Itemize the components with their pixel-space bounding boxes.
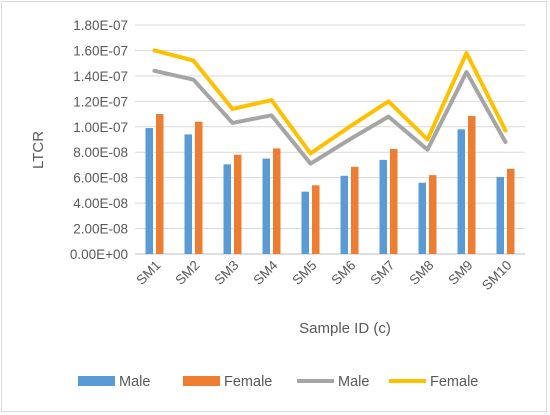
bar-female-sm2 <box>195 121 203 254</box>
line-female-ffc000 <box>152 48 508 156</box>
y-tick-label: 1.80E-07 <box>73 18 128 33</box>
x-tick-label: SM7 <box>367 258 397 288</box>
bar-female-sm5 <box>312 185 320 254</box>
bar-female-sm3 <box>234 154 242 254</box>
bar-male-sm8 <box>418 182 426 254</box>
x-tick-label: SM9 <box>445 258 475 288</box>
x-tick-label: SM4 <box>250 257 281 288</box>
bar-male-sm1 <box>145 128 153 254</box>
bar-female-sm7 <box>390 149 398 254</box>
legend-label: Female <box>224 374 272 390</box>
y-axis-title: LTCR <box>30 131 47 169</box>
bar-female-sm10 <box>507 168 515 254</box>
x-tick-label: SM1 <box>133 258 163 288</box>
y-tick-label: 1.20E-07 <box>73 94 128 109</box>
bar-female-sm4 <box>273 148 281 254</box>
legend-label: Male <box>119 374 150 390</box>
x-tick-label: SM3 <box>211 258 241 288</box>
bar-male-sm2 <box>184 134 192 254</box>
bar-female-sm6 <box>351 166 359 254</box>
bar-male-sm7 <box>379 159 387 254</box>
y-tick-label: 0.00E+00 <box>70 247 128 262</box>
legend-swatch <box>183 376 220 386</box>
y-tick-label: 1.00E-07 <box>73 120 128 135</box>
legend-swatch <box>78 376 115 386</box>
legend-label: Male <box>338 374 369 390</box>
bar-male-sm5 <box>301 191 309 254</box>
y-tick-label: 4.00E-08 <box>73 196 128 211</box>
bar-male-sm4 <box>262 158 270 254</box>
y-tick-label: 1.40E-07 <box>73 69 128 84</box>
bar-male-sm6 <box>340 175 348 254</box>
bars <box>145 114 515 254</box>
bar-male-sm9 <box>457 129 465 254</box>
y-tick-label: 2.00E-08 <box>73 222 128 237</box>
y-tick-label: 8.00E-08 <box>73 145 128 160</box>
x-tick-label: SM5 <box>289 258 319 288</box>
bar-female-sm1 <box>156 114 164 254</box>
lines <box>152 48 508 166</box>
x-tick-label: SM6 <box>328 258 358 288</box>
x-tick-label: SM10 <box>479 258 515 294</box>
line-male-a5a5a5 <box>152 68 508 166</box>
x-tick-label: SM8 <box>406 258 436 288</box>
bar-male-sm3 <box>223 164 231 254</box>
y-tick-label: 1.60E-07 <box>73 43 128 58</box>
x-axis-title: Sample ID (c) <box>299 320 391 337</box>
bar-female-sm9 <box>468 115 476 254</box>
legend: Male Female Male Female <box>78 374 478 390</box>
y-axis-ticks: 0.00E+00 2.00E-08 4.00E-08 6.00E-08 8.00E-08… <box>70 18 128 262</box>
bar-male-sm10 <box>496 177 504 254</box>
x-axis-ticks: SM1 SM2 SM3 SM4 SM5 SM6 SM7 SM8 SM9 SM10 <box>133 257 514 293</box>
legend-label: Female <box>430 374 478 390</box>
x-tick-label: SM2 <box>172 258 202 288</box>
bar-female-sm8 <box>429 175 437 254</box>
y-tick-label: 6.00E-08 <box>73 171 128 186</box>
